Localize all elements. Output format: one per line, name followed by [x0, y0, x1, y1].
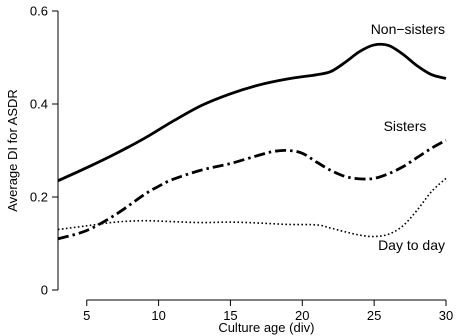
- series-line-day-to-day: [57, 177, 447, 238]
- x-tick-label: 10: [151, 308, 165, 323]
- y-tick-label: 0: [41, 283, 48, 298]
- x-axis-title: Culture age (div): [218, 320, 314, 335]
- y-axis: 0 0.2 0.4 0.6: [30, 4, 59, 298]
- y-tick-label: 0.4: [30, 97, 48, 112]
- y-axis-title: Average DI for ASDR: [5, 89, 20, 212]
- series-line-non-sisters: [57, 42, 447, 182]
- y-tick-label: 0.6: [30, 4, 48, 19]
- x-tick-label: 15: [223, 308, 237, 323]
- x-axis: 5 10 15 20 25 30: [83, 299, 453, 323]
- series-label-day-to-day: Day to day: [378, 237, 445, 253]
- series-line-sisters: [57, 139, 447, 241]
- x-tick-label: 5: [83, 308, 90, 323]
- y-tick-label: 0.2: [30, 190, 48, 205]
- series-label-sisters: Sisters: [384, 118, 427, 134]
- series-label-non-sisters: Non−sisters: [371, 21, 445, 37]
- x-tick-label: 20: [295, 308, 309, 323]
- x-tick-label: 30: [439, 308, 453, 323]
- series-labels: Non−sisters Sisters Day to day: [371, 21, 445, 253]
- x-tick-label: 25: [367, 308, 381, 323]
- series-layer: [57, 42, 447, 241]
